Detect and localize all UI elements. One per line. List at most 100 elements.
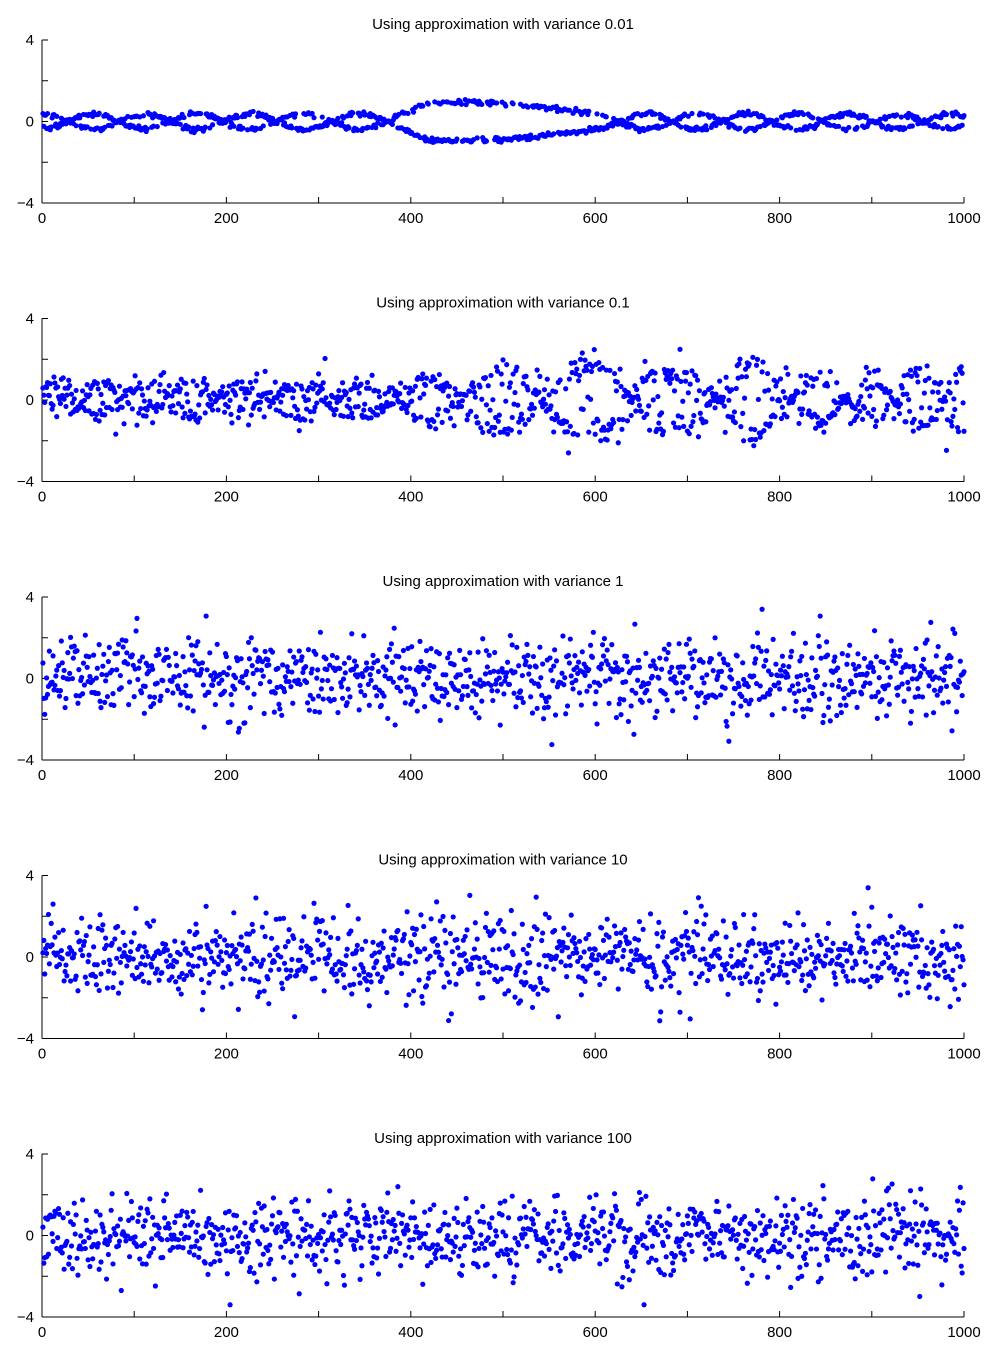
data-point <box>367 386 372 391</box>
data-point <box>866 370 871 375</box>
data-point <box>675 690 680 695</box>
data-point <box>825 653 830 658</box>
data-point <box>812 960 817 965</box>
data-point <box>407 666 412 671</box>
data-point <box>523 1215 528 1220</box>
data-point <box>568 424 573 429</box>
data-point <box>193 1229 198 1234</box>
data-point <box>774 117 779 122</box>
data-point <box>197 956 202 961</box>
data-point <box>464 1196 469 1201</box>
data-point <box>499 1212 504 1217</box>
data-points <box>40 885 966 1023</box>
data-point <box>357 391 362 396</box>
data-point <box>677 1244 682 1249</box>
data-point <box>406 1245 411 1250</box>
data-point <box>428 916 433 921</box>
data-point <box>203 124 208 129</box>
data-point <box>248 705 253 710</box>
data-point <box>740 1266 745 1271</box>
data-point <box>763 658 768 663</box>
data-point <box>278 954 283 959</box>
data-point <box>551 1218 556 1223</box>
data-point <box>865 978 870 983</box>
data-point <box>143 1218 148 1223</box>
data-point <box>291 936 296 941</box>
data-point <box>896 930 901 935</box>
data-point <box>328 1214 333 1219</box>
data-point <box>423 383 428 388</box>
data-point <box>487 653 492 658</box>
data-point <box>801 714 806 719</box>
data-point <box>251 671 256 676</box>
data-point <box>855 923 860 928</box>
data-point <box>343 670 348 675</box>
data-point <box>558 1268 563 1273</box>
data-point <box>418 659 423 664</box>
data-point <box>235 379 240 384</box>
data-point <box>476 981 481 986</box>
data-point <box>145 385 150 390</box>
data-point <box>512 995 517 1000</box>
data-point <box>187 1250 192 1255</box>
data-point <box>724 375 729 380</box>
data-point <box>630 969 635 974</box>
data-point <box>222 410 227 415</box>
data-point <box>426 675 431 680</box>
data-point <box>277 1210 282 1215</box>
data-point <box>601 653 606 658</box>
data-point <box>667 1222 672 1227</box>
data-point <box>448 1257 453 1262</box>
data-point <box>939 407 944 412</box>
data-point <box>600 1226 605 1231</box>
data-point <box>265 657 270 662</box>
data-point <box>192 411 197 416</box>
data-point <box>253 1219 258 1224</box>
data-point <box>61 375 66 380</box>
data-point <box>323 656 328 661</box>
data-point <box>381 928 386 933</box>
data-point <box>174 959 179 964</box>
data-point <box>544 964 549 969</box>
data-point <box>848 944 853 949</box>
x-tick-label: 0 <box>38 210 46 227</box>
x-tick-label: 1000 <box>947 210 980 227</box>
data-point <box>960 957 965 962</box>
x-tick-label: 800 <box>767 1324 792 1341</box>
data-point <box>282 961 287 966</box>
data-point <box>299 938 304 943</box>
data-point <box>143 684 148 689</box>
data-point <box>725 992 730 997</box>
data-point <box>616 986 621 991</box>
data-point <box>216 1227 221 1232</box>
data-point <box>930 389 935 394</box>
data-point <box>814 376 819 381</box>
data-point <box>455 1220 460 1225</box>
data-point <box>842 941 847 946</box>
data-point <box>885 402 890 407</box>
data-point <box>594 1192 599 1197</box>
data-point <box>840 963 845 968</box>
data-point <box>366 1216 371 1221</box>
data-point <box>518 688 523 693</box>
data-point <box>541 397 546 402</box>
data-point <box>241 1241 246 1246</box>
data-point <box>877 940 882 945</box>
data-point <box>780 1232 785 1237</box>
data-point <box>87 1264 92 1269</box>
data-point <box>207 650 212 655</box>
data-point <box>903 419 908 424</box>
data-point <box>508 966 513 971</box>
data-point <box>785 674 790 679</box>
data-point <box>719 669 724 674</box>
data-point <box>182 411 187 416</box>
data-point <box>922 390 927 395</box>
data-point <box>491 669 496 674</box>
data-point <box>272 1276 277 1281</box>
data-point <box>121 644 126 649</box>
data-point <box>586 109 591 114</box>
data-point <box>663 691 668 696</box>
data-point <box>88 1230 93 1235</box>
data-point <box>109 941 114 946</box>
data-point <box>66 1262 71 1267</box>
